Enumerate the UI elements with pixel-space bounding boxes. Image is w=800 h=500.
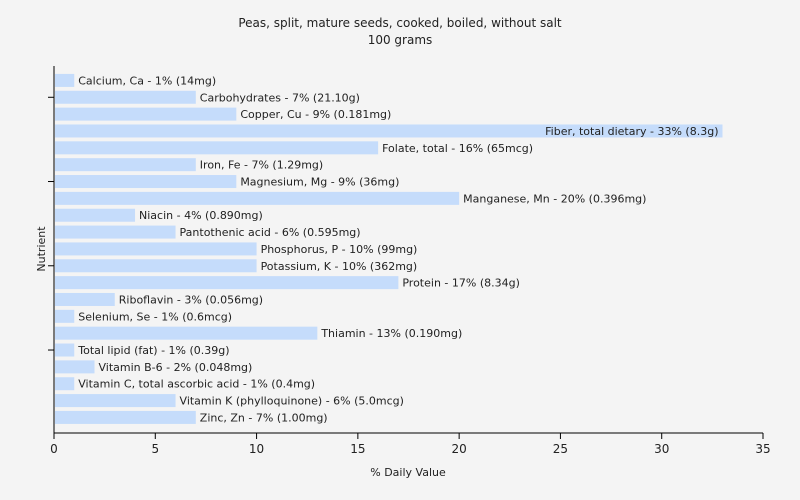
bar-6 xyxy=(55,175,237,189)
bar-14 xyxy=(55,309,75,323)
bar-label-3: Fiber, total dietary - 33% (8.3g) xyxy=(545,125,718,138)
bar-5 xyxy=(55,158,196,172)
bar-label-4: Folate, total - 16% (65mcg) xyxy=(382,142,533,155)
x-tick-label-6: 30 xyxy=(654,442,669,456)
bar-15 xyxy=(55,326,318,340)
bar-17 xyxy=(55,360,95,374)
bar-label-17: Vitamin B-6 - 2% (0.048mg) xyxy=(99,361,253,374)
y-axis-label: Nutrient xyxy=(35,226,48,272)
x-tick-label-1: 5 xyxy=(151,442,159,456)
chart-subtitle: 100 grams xyxy=(368,33,433,47)
y-axis-ticks xyxy=(48,96,54,351)
bar-label-15: Thiamin - 13% (0.190mg) xyxy=(320,327,462,340)
bar-9 xyxy=(55,225,176,239)
bar-4 xyxy=(55,141,379,155)
bar-18 xyxy=(55,377,75,391)
bar-0 xyxy=(55,73,75,87)
bar-1 xyxy=(55,90,196,104)
bar-label-18: Vitamin C, total ascorbic acid - 1% (0.4… xyxy=(78,378,315,391)
x-axis-label: % Daily Value xyxy=(370,466,446,479)
chart-title: Peas, split, mature seeds, cooked, boile… xyxy=(238,16,562,30)
x-tick-label-4: 20 xyxy=(452,442,467,456)
bar-8 xyxy=(55,208,136,222)
bar-7 xyxy=(55,191,460,205)
x-tick-label-0: 0 xyxy=(50,442,58,456)
x-tick-label-2: 10 xyxy=(249,442,264,456)
bar-13 xyxy=(55,292,115,306)
bar-10 xyxy=(55,242,257,256)
bar-20 xyxy=(55,410,196,424)
bar-label-11: Potassium, K - 10% (362mg) xyxy=(261,260,418,273)
bar-label-9: Pantothenic acid - 6% (0.595mg) xyxy=(180,226,361,239)
bar-label-7: Manganese, Mn - 20% (0.396mg) xyxy=(463,192,646,205)
bar-label-12: Protein - 17% (8.34g) xyxy=(402,277,520,290)
bar-label-13: Riboflavin - 3% (0.056mg) xyxy=(119,293,263,306)
bar-19 xyxy=(55,394,176,408)
bar-12 xyxy=(55,276,399,290)
bar-11 xyxy=(55,259,257,273)
bar-label-19: Vitamin K (phylloquinone) - 6% (5.0mcg) xyxy=(180,395,404,408)
bar-label-1: Carbohydrates - 7% (21.10g) xyxy=(200,91,360,104)
bar-2 xyxy=(55,107,237,121)
bar-16 xyxy=(55,343,75,357)
bar-label-0: Calcium, Ca - 1% (14mg) xyxy=(78,74,216,87)
x-tick-label-7: 35 xyxy=(755,442,770,456)
x-tick-label-3: 15 xyxy=(350,442,365,456)
bar-label-5: Iron, Fe - 7% (1.29mg) xyxy=(200,159,323,172)
x-tick-label-5: 25 xyxy=(553,442,568,456)
bar-3 xyxy=(55,124,723,138)
bar-label-20: Zinc, Zn - 7% (1.00mg) xyxy=(200,411,328,424)
bar-label-16: Total lipid (fat) - 1% (0.39g) xyxy=(77,344,229,357)
bar-label-6: Magnesium, Mg - 9% (36mg) xyxy=(240,176,399,189)
bars-group xyxy=(55,73,723,424)
bar-label-14: Selenium, Se - 1% (0.6mcg) xyxy=(78,310,232,323)
x-axis-ticks: 0 5 10 15 20 25 30 35 xyxy=(50,433,771,456)
bar-label-2: Copper, Cu - 9% (0.181mg) xyxy=(240,108,391,121)
bar-label-10: Phosphorus, P - 10% (99mg) xyxy=(261,243,418,256)
bar-label-8: Niacin - 4% (0.890mg) xyxy=(139,209,263,222)
bar-labels-group: Calcium, Ca - 1% (14mg) Carbohydrates - 7… xyxy=(77,74,718,424)
